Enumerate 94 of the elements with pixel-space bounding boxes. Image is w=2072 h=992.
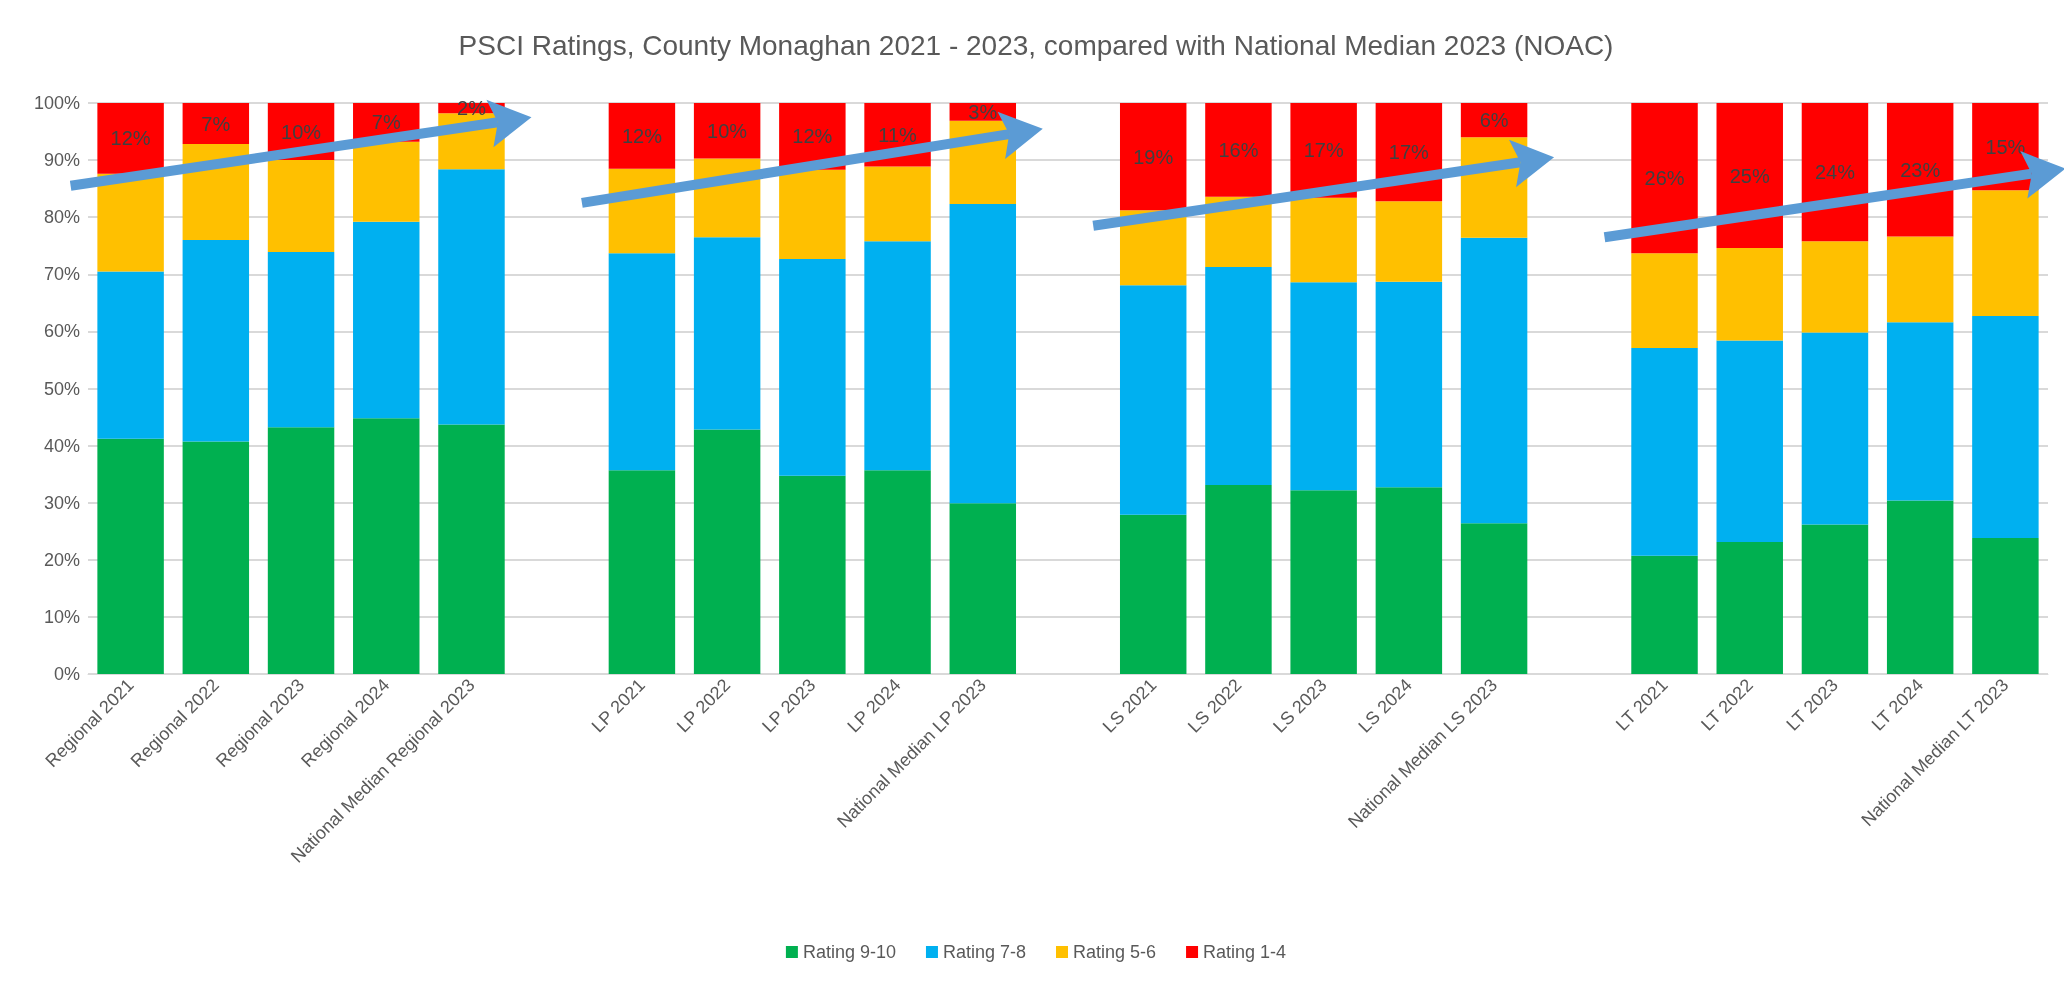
- bar: [608, 253, 676, 471]
- bar: [182, 441, 250, 674]
- bar: [1631, 103, 1698, 254]
- bar: [1290, 282, 1357, 491]
- bar: [438, 424, 505, 674]
- bar: [949, 204, 1017, 504]
- bar: [267, 427, 335, 674]
- bar: [864, 470, 931, 674]
- legend-label: Rating 7-8: [942, 942, 1027, 962]
- bar: [353, 418, 420, 674]
- data-label: 17%: [1388, 141, 1430, 164]
- bar: [1119, 285, 1187, 515]
- data-label: 7%: [371, 111, 401, 134]
- bar: [864, 166, 931, 242]
- bar: [1290, 197, 1357, 283]
- bar: [1886, 322, 1954, 501]
- bar: [1972, 315, 2039, 539]
- bar: [97, 438, 164, 674]
- bar: [353, 141, 420, 222]
- legend-label: Rating 9-10: [802, 942, 896, 962]
- data-label: 24%: [1814, 161, 1856, 184]
- y-tick-label: 70%: [43, 264, 80, 285]
- y-tick-label: 80%: [43, 207, 80, 228]
- data-label: 12%: [110, 127, 151, 150]
- bar: [1631, 555, 1698, 674]
- bar: [1886, 236, 1954, 323]
- data-label: 16%: [1218, 138, 1259, 161]
- bar: [1716, 340, 1783, 543]
- bar: [267, 160, 335, 253]
- y-tick-label: 50%: [43, 378, 80, 399]
- bar: [1631, 347, 1698, 556]
- bar: [1801, 241, 1869, 333]
- legend-label: Rating 5-6: [1073, 942, 1157, 962]
- bar: [779, 475, 846, 674]
- y-tick-label: 60%: [43, 321, 80, 342]
- bar: [1801, 332, 1869, 525]
- bar: [1886, 500, 1954, 674]
- data-label: 25%: [1729, 164, 1770, 187]
- data-label: 12%: [792, 125, 833, 148]
- bar: [1801, 524, 1869, 674]
- data-label: 11%: [878, 123, 918, 146]
- bar: [1375, 201, 1443, 282]
- bar: [97, 173, 164, 272]
- bar: [1205, 103, 1272, 197]
- data-label: 6%: [1479, 109, 1509, 132]
- y-tick-label: 0%: [53, 664, 80, 684]
- bar: [1716, 248, 1783, 341]
- bar: [864, 241, 931, 471]
- bar: [608, 470, 676, 674]
- bar: [1205, 266, 1272, 485]
- bar: [182, 240, 250, 442]
- bar: [1460, 523, 1528, 674]
- chart-title: PSCI Ratings, County Monaghan 2021 - 2023, compared with National Median 2023 (NOAC): [458, 29, 1614, 61]
- data-label: 3%: [968, 100, 998, 123]
- bar: [779, 258, 846, 476]
- data-label: 7%: [201, 112, 231, 135]
- bar: [97, 271, 164, 439]
- y-tick-label: 20%: [43, 549, 80, 570]
- bar: [1972, 538, 2039, 674]
- y-tick-label: 30%: [43, 492, 80, 513]
- bar: [1716, 542, 1783, 674]
- bar: [693, 103, 761, 159]
- data-label: 17%: [1303, 139, 1344, 162]
- y-tick-label: 40%: [43, 435, 80, 456]
- data-label: 10%: [281, 120, 322, 143]
- y-tick-label: 10%: [43, 606, 80, 627]
- bar: [1375, 487, 1443, 674]
- data-label: 12%: [621, 124, 663, 147]
- y-tick-label: 90%: [43, 150, 80, 171]
- bar: [1460, 237, 1528, 524]
- bar: [949, 503, 1017, 674]
- bar: [438, 169, 505, 425]
- data-label: 15%: [1985, 135, 2026, 158]
- y-tick-label: 100%: [33, 93, 80, 113]
- bar: [779, 169, 846, 259]
- bar: [353, 221, 420, 419]
- data-label: 19%: [1133, 145, 1174, 168]
- bar: [97, 103, 164, 174]
- bar: [1972, 190, 2039, 316]
- bar: [1375, 281, 1443, 488]
- data-label: 10%: [707, 119, 748, 142]
- bar: [1631, 253, 1698, 348]
- bar: [1205, 485, 1272, 674]
- bar: [1290, 490, 1357, 674]
- bar: [182, 103, 250, 145]
- bar: [693, 237, 761, 430]
- bar: [267, 252, 335, 428]
- legend-label: Rating 1-4: [1203, 942, 1287, 962]
- data-label: 23%: [1900, 158, 1941, 181]
- bar: [1119, 514, 1187, 674]
- data-label: 26%: [1644, 167, 1685, 190]
- bar: [693, 429, 761, 674]
- bar: [608, 103, 676, 169]
- bar: [1119, 103, 1187, 211]
